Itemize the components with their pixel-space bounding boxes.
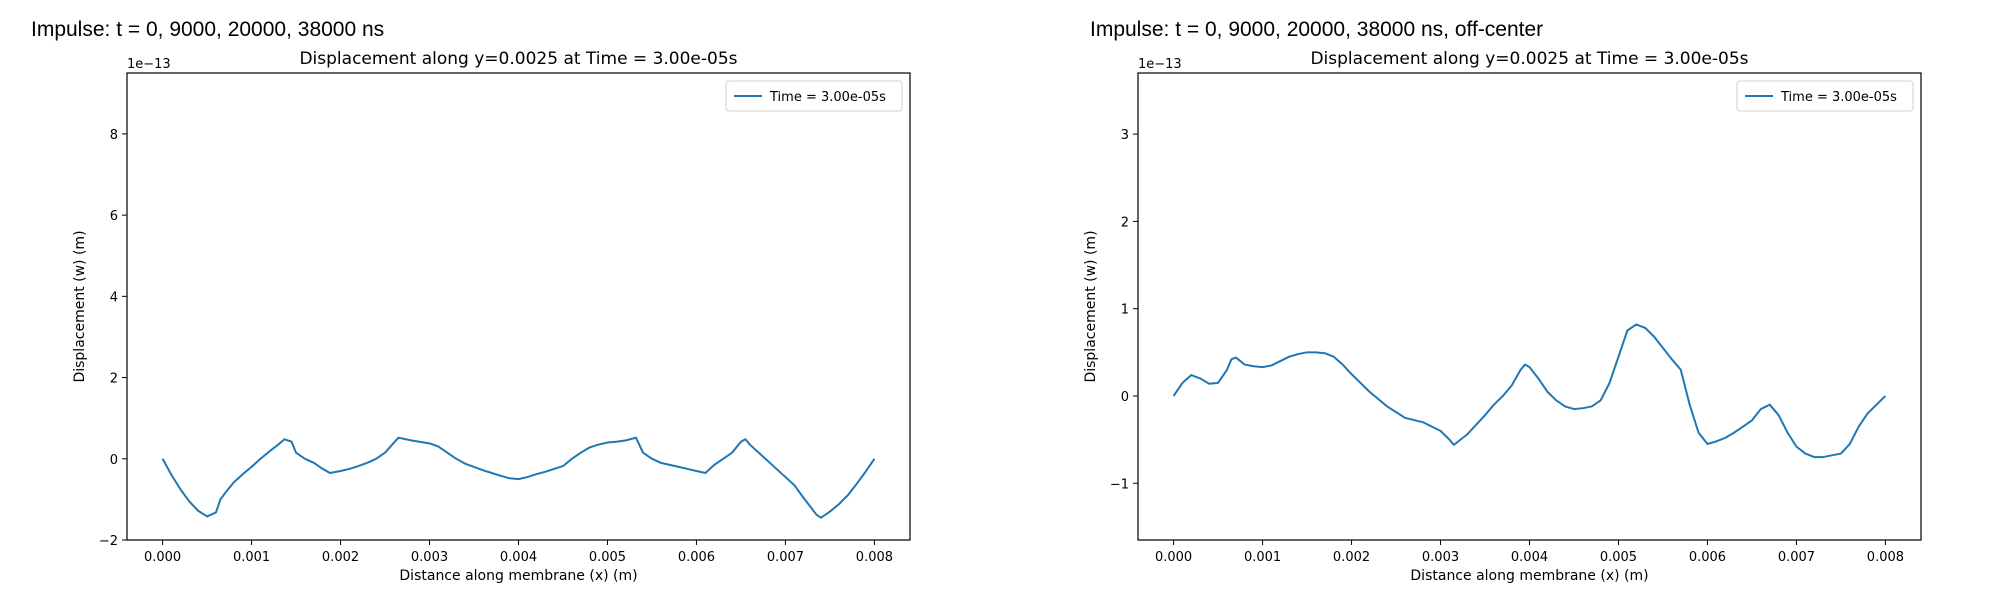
panel-heading-right: Impulse: t = 0, 9000, 20000, 38000 ns, o… [1090, 18, 1544, 41]
series-line [161, 436, 876, 519]
legend: Time = 3.00e-05s [1736, 80, 1914, 112]
x-tick-label: 0.001 [233, 550, 270, 565]
legend-label: Time = 3.00e-05s [1780, 90, 1897, 105]
chart-title: Displacement along y=0.0025 at Time = 3.… [299, 49, 737, 69]
y-offset-label: 1e−13 [1138, 57, 1182, 72]
x-tick-label: 0.008 [856, 550, 893, 565]
y-tick-label: 4 [110, 290, 118, 305]
series-group [161, 436, 876, 519]
x-tick-label: 0.001 [1244, 550, 1281, 565]
x-tick-label: 0.006 [678, 550, 715, 565]
x-tick-label: 0.002 [322, 550, 359, 565]
y-tick-label: 2 [110, 372, 118, 387]
legend: Time = 3.00e-05s [725, 80, 903, 112]
x-tick-label: 0.007 [1778, 550, 1815, 565]
x-axis-title: Distance along membrane (x) (m) [1410, 568, 1648, 584]
x-tick-label: 0.003 [411, 550, 448, 565]
plot-frame [126, 72, 911, 541]
legend-box [725, 80, 903, 112]
x-tick-label: 0.003 [1422, 550, 1459, 565]
legend-box [1736, 80, 1914, 112]
chart-title: Displacement along y=0.0025 at Time = 3.… [1310, 49, 1748, 69]
x-tick-label: 0.005 [1600, 550, 1637, 565]
y-tick-label: 0 [1121, 390, 1129, 405]
y-axis-title: Displacement (w) (m) [72, 230, 88, 382]
y-tick-label: 6 [110, 209, 118, 224]
x-tick-label: 0.004 [1511, 550, 1548, 565]
x-axis-title: Distance along membrane (x) (m) [399, 568, 637, 584]
x-tick-label: 0.007 [767, 550, 804, 565]
series-line [1172, 323, 1887, 459]
x-tick-label: 0.000 [144, 550, 181, 565]
y-tick-label: 2 [1121, 215, 1129, 230]
y-offset-label: 1e−13 [127, 57, 171, 72]
panel-heading-left: Impulse: t = 0, 9000, 20000, 38000 ns [31, 18, 385, 41]
y-tick-label: 0 [110, 453, 118, 468]
chart-right: Displacement along y=0.0025 at Time = 3.… [1083, 49, 1922, 584]
chart-left: Displacement along y=0.0025 at Time = 3.… [72, 49, 911, 584]
y-tick-label: 3 [1121, 128, 1129, 143]
x-tick-label: 0.005 [589, 550, 626, 565]
y-tick-label: 8 [110, 128, 118, 143]
x-tick-label: 0.006 [1689, 550, 1726, 565]
series-group [1172, 323, 1887, 459]
y-tick-label: 1 [1121, 303, 1129, 318]
x-tick-label: 0.002 [1333, 550, 1370, 565]
x-tick-label: 0.000 [1155, 550, 1192, 565]
y-axis-title: Displacement (w) (m) [1083, 230, 1099, 382]
y-tick-label: −1 [1110, 477, 1129, 492]
x-tick-label: 0.008 [1867, 550, 1904, 565]
x-tick-label: 0.004 [500, 550, 537, 565]
plot-frame [1137, 72, 1922, 541]
y-tick-label: −2 [99, 534, 118, 549]
legend-label: Time = 3.00e-05s [769, 90, 886, 105]
